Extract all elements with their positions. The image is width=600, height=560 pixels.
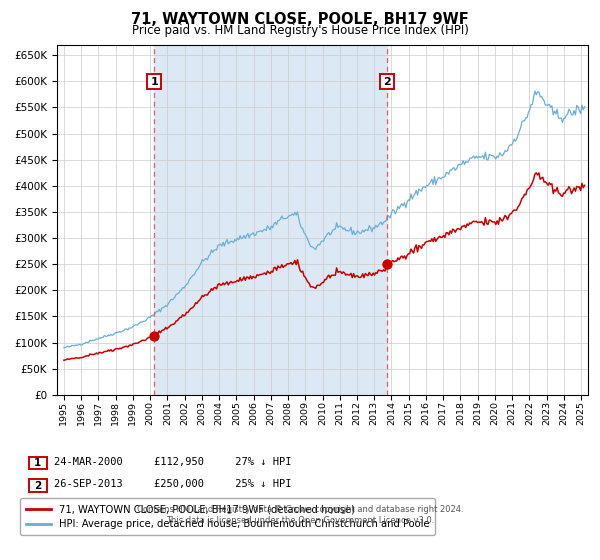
- Point: [382, 260, 392, 269]
- Text: Contains HM Land Registry data © Crown copyright and database right 2024.: Contains HM Land Registry data © Crown c…: [137, 505, 463, 514]
- Legend: 71, WAYTOWN CLOSE, POOLE, BH17 9WF (detached house), HPI: Average price, detache: 71, WAYTOWN CLOSE, POOLE, BH17 9WF (deta…: [20, 498, 435, 535]
- Text: This data is licensed under the Open Government Licence v3.0.: This data is licensed under the Open Gov…: [166, 516, 434, 525]
- Text: 2: 2: [34, 480, 41, 491]
- Text: 2: 2: [383, 77, 391, 87]
- Text: 26-SEP-2013     £250,000     25% ↓ HPI: 26-SEP-2013 £250,000 25% ↓ HPI: [54, 479, 292, 489]
- Text: 1: 1: [150, 77, 158, 87]
- Text: 1: 1: [34, 458, 41, 468]
- Text: 24-MAR-2000     £112,950     27% ↓ HPI: 24-MAR-2000 £112,950 27% ↓ HPI: [54, 457, 292, 467]
- Text: 71, WAYTOWN CLOSE, POOLE, BH17 9WF: 71, WAYTOWN CLOSE, POOLE, BH17 9WF: [131, 12, 469, 27]
- Point: [149, 332, 159, 340]
- Text: Price paid vs. HM Land Registry's House Price Index (HPI): Price paid vs. HM Land Registry's House …: [131, 24, 469, 37]
- Bar: [154, 45, 387, 395]
